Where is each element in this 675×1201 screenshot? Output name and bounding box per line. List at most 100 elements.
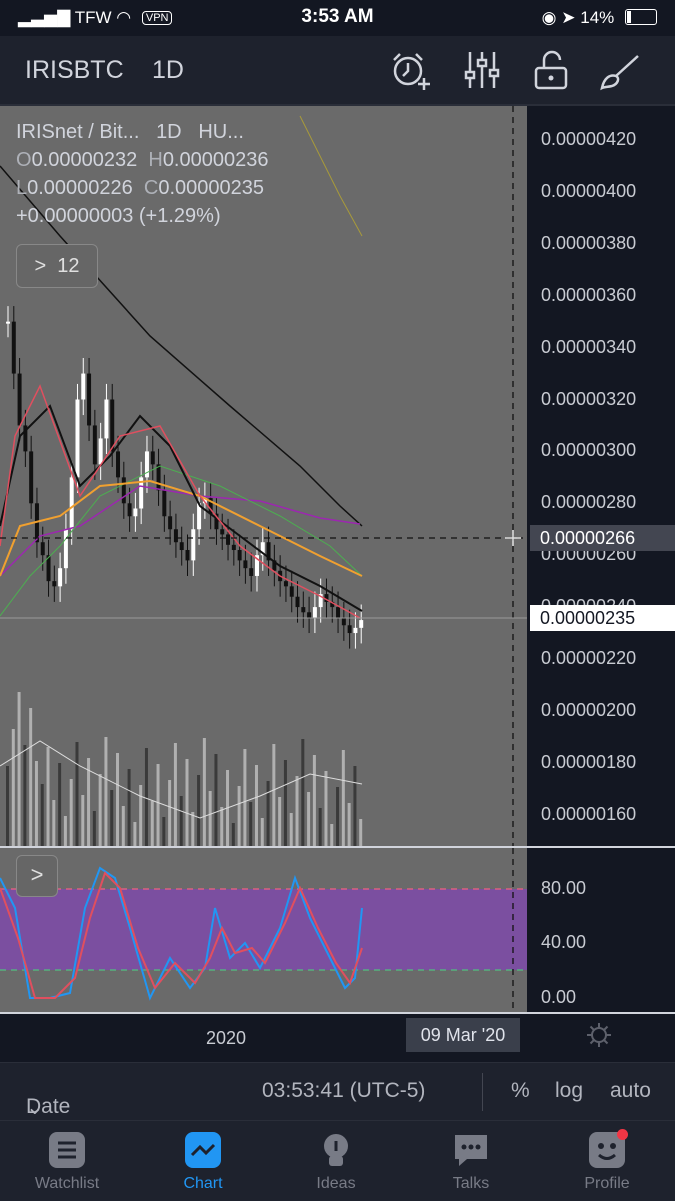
candle-body bbox=[127, 503, 132, 517]
status-right: ◉ ➤ 14% bbox=[542, 8, 657, 28]
candle-body bbox=[243, 560, 248, 569]
crosshair-price-label: 0.00000266 bbox=[530, 525, 675, 551]
session-clock[interactable]: 03:53:41 (UTC-5) bbox=[262, 1079, 426, 1102]
price-tick: 0.00000200 bbox=[541, 699, 637, 720]
candle-body bbox=[29, 451, 34, 504]
stochastic-chart bbox=[0, 848, 527, 1014]
stochastic-pane[interactable] bbox=[0, 848, 527, 1014]
candle-body bbox=[289, 586, 294, 597]
volume-bar bbox=[359, 819, 363, 846]
unlock-icon[interactable] bbox=[530, 48, 574, 92]
time-tick-year: 2020 bbox=[206, 1028, 247, 1048]
volume-bar bbox=[29, 708, 33, 846]
volume-bar bbox=[87, 758, 91, 846]
notification-dot bbox=[617, 1129, 628, 1140]
candle-body bbox=[266, 542, 271, 561]
tab-chart[interactable]: Chart bbox=[153, 1131, 253, 1193]
pane-separator[interactable] bbox=[0, 846, 675, 848]
candle-body bbox=[260, 542, 265, 556]
candle-body bbox=[185, 550, 190, 561]
price-tick: 0.00000160 bbox=[541, 803, 637, 824]
tab-talks[interactable]: Talks bbox=[421, 1131, 521, 1193]
crosshair-date-label: 09 Mar '20 bbox=[406, 1018, 520, 1052]
ma-upper-line bbox=[299, 115, 363, 237]
stochastic-expand-button[interactable]: > bbox=[16, 855, 58, 897]
oscillator-tick: 40.00 bbox=[541, 932, 587, 952]
tab-watchlist[interactable]: Watchlist bbox=[17, 1131, 117, 1193]
oscillator-axis[interactable]: 80.00 40.00 0.00 bbox=[527, 848, 675, 1014]
price-tick: 0.00000280 bbox=[541, 492, 637, 513]
volume-bar bbox=[307, 792, 311, 846]
price-tick: 0.00000320 bbox=[541, 388, 637, 409]
chart-toolbar: IRISBTC 1D bbox=[0, 36, 675, 106]
candle-body bbox=[307, 612, 312, 618]
indicators-icon[interactable] bbox=[460, 48, 504, 92]
volume-bar bbox=[214, 754, 218, 846]
candle-body bbox=[23, 425, 28, 452]
volume-bar bbox=[121, 806, 125, 846]
chevron-right-icon: > bbox=[34, 255, 47, 277]
location-icon: ➤ bbox=[561, 8, 576, 27]
tab-label: Profile bbox=[584, 1175, 630, 1192]
candle-body bbox=[341, 617, 346, 626]
candle-body bbox=[144, 451, 149, 478]
volume-bar bbox=[353, 766, 357, 846]
volume-bar bbox=[266, 781, 270, 846]
volume-bar bbox=[249, 802, 253, 846]
indicator-count: 12 bbox=[57, 255, 80, 277]
volume-bar bbox=[69, 779, 73, 846]
carrier-name: TFW bbox=[74, 8, 112, 27]
candle-body bbox=[272, 560, 277, 571]
candle-body bbox=[69, 477, 74, 530]
log-scale-button[interactable]: log bbox=[555, 1079, 584, 1102]
status-bar: ▂▃▅▇ TFW ◠ VPN 3:53 AM ◉ ➤ 14% bbox=[0, 0, 675, 36]
candle-body bbox=[330, 601, 335, 608]
volume-bar bbox=[162, 817, 166, 846]
legend-interval: 1D bbox=[156, 121, 182, 143]
tab-ideas[interactable]: Ideas bbox=[286, 1131, 386, 1193]
alert-clock-icon[interactable] bbox=[388, 48, 432, 92]
profile-smiley-icon bbox=[589, 1132, 625, 1168]
volume-bar bbox=[179, 796, 183, 846]
open-value: 0.00000232 bbox=[31, 149, 138, 171]
volume-bar bbox=[98, 774, 102, 846]
candle-body bbox=[197, 503, 202, 530]
candle-body bbox=[104, 399, 109, 439]
volume-bar bbox=[289, 813, 293, 846]
indicators-collapse-button[interactable]: > 12 bbox=[16, 244, 98, 288]
settings-gear-icon[interactable] bbox=[586, 1022, 612, 1048]
candle-body bbox=[324, 594, 329, 602]
change-value: +0.00000003 (+1.29%) bbox=[16, 205, 221, 227]
drawing-brush-icon[interactable] bbox=[598, 48, 642, 92]
carrier-info: ▂▃▅▇ TFW ◠ VPN bbox=[18, 8, 173, 28]
oscillator-tick: 80.00 bbox=[541, 878, 587, 898]
tab-label: Ideas bbox=[316, 1175, 356, 1192]
volume-bar bbox=[156, 764, 160, 846]
volume-bar bbox=[127, 769, 131, 846]
high-key: H bbox=[148, 149, 163, 171]
interval-button[interactable]: 1D bbox=[152, 56, 184, 84]
price-axis[interactable]: 0.00000420 0.00000400 0.00000380 0.00000360… bbox=[527, 106, 675, 846]
ohlc-row-1: O0.00000232 H0.00000236 bbox=[16, 146, 268, 174]
candle-body bbox=[17, 373, 22, 426]
main-chart-pane[interactable] bbox=[0, 106, 527, 846]
candle-body bbox=[214, 513, 219, 530]
volume-bar bbox=[58, 763, 62, 846]
candle-body bbox=[312, 607, 317, 618]
volume-bar bbox=[191, 812, 195, 846]
price-tick: 0.00000400 bbox=[541, 180, 637, 201]
volume-bar bbox=[208, 791, 212, 846]
percent-scale-button[interactable]: % bbox=[511, 1079, 530, 1102]
auto-scale-button[interactable]: auto bbox=[610, 1079, 651, 1102]
candle-body bbox=[249, 568, 254, 576]
vpn-badge: VPN bbox=[141, 11, 173, 25]
symbol-button[interactable]: IRISBTC bbox=[25, 56, 124, 84]
volume-bar bbox=[168, 780, 172, 846]
tab-profile[interactable]: Profile bbox=[557, 1129, 657, 1193]
candle-body bbox=[40, 542, 45, 556]
volume-bar bbox=[81, 795, 85, 846]
low-key: L bbox=[16, 177, 28, 199]
time-axis[interactable]: 2020 09 Mar '20 bbox=[0, 1014, 675, 1058]
price-tick: 0.00000360 bbox=[541, 284, 637, 305]
volume-bar bbox=[243, 749, 247, 846]
